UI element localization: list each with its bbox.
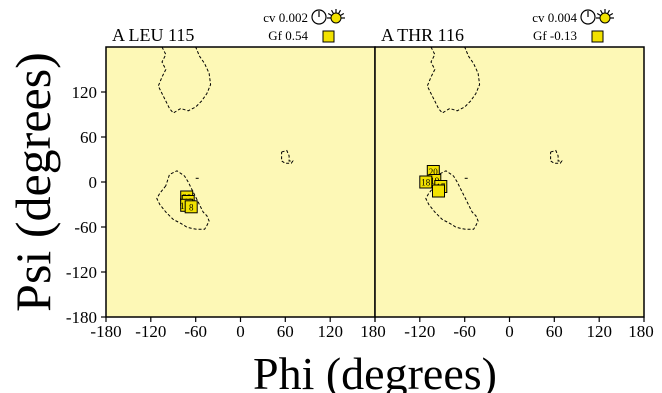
gf-label: Gf 0.54	[268, 28, 308, 43]
x-tick-label: 60	[546, 322, 563, 341]
y-tick-label: 0	[89, 173, 98, 192]
y-tick-label: 60	[80, 128, 97, 147]
x-axis-label: Phi (degrees)	[253, 348, 497, 393]
gf-label: Gf -0.13	[533, 28, 577, 43]
x-tick-label: -60	[453, 322, 476, 341]
y-tick-label: 120	[72, 83, 98, 102]
square-icon	[591, 30, 604, 43]
y-tick-label: -180	[66, 308, 97, 327]
panel-title: A THR 116	[381, 25, 464, 45]
residue-marker	[432, 184, 445, 198]
x-tick-label: -120	[404, 322, 435, 341]
cv-label: cv 0.002	[263, 10, 308, 25]
residue-marker	[184, 200, 198, 214]
x-tick-label: 180	[628, 322, 654, 341]
x-tick-label: -120	[135, 322, 166, 341]
x-tick-label: 60	[277, 322, 294, 341]
x-tick-label: 0	[505, 322, 514, 341]
y-axis-label: Psi (degrees)	[5, 52, 61, 312]
x-tick-label: 0	[236, 322, 245, 341]
x-tick-label: 180	[360, 322, 386, 341]
y-tick-label: -60	[74, 218, 97, 237]
residue-marker	[419, 175, 433, 189]
allowed-region-contour	[156, 170, 210, 230]
residue-marker-label: 18	[421, 178, 431, 188]
x-tick-label: 120	[586, 322, 612, 341]
clock-icon	[311, 9, 327, 25]
y-tick-label: -120	[66, 263, 97, 282]
allowed-region-contour	[426, 46, 481, 114]
sun-icon	[327, 9, 345, 24]
square-icon	[322, 30, 335, 43]
plot-background	[106, 47, 375, 317]
allowed-region-contour	[425, 170, 479, 230]
panel-title: A LEU 115	[112, 25, 194, 45]
clock-icon	[580, 9, 596, 25]
x-tick-label: 120	[317, 322, 343, 341]
residue-marker-label: 20	[429, 167, 439, 177]
cv-label: cv 0.004	[532, 10, 577, 25]
allowed-region-contour	[157, 46, 212, 114]
allowed-region-contour	[281, 149, 294, 164]
x-tick-label: -60	[184, 322, 207, 341]
sun-icon	[596, 9, 614, 24]
residue-marker-label: 8	[189, 202, 194, 212]
plot-background	[375, 47, 644, 317]
x-tick-label: -180	[90, 322, 121, 341]
allowed-region-contour	[550, 149, 563, 164]
